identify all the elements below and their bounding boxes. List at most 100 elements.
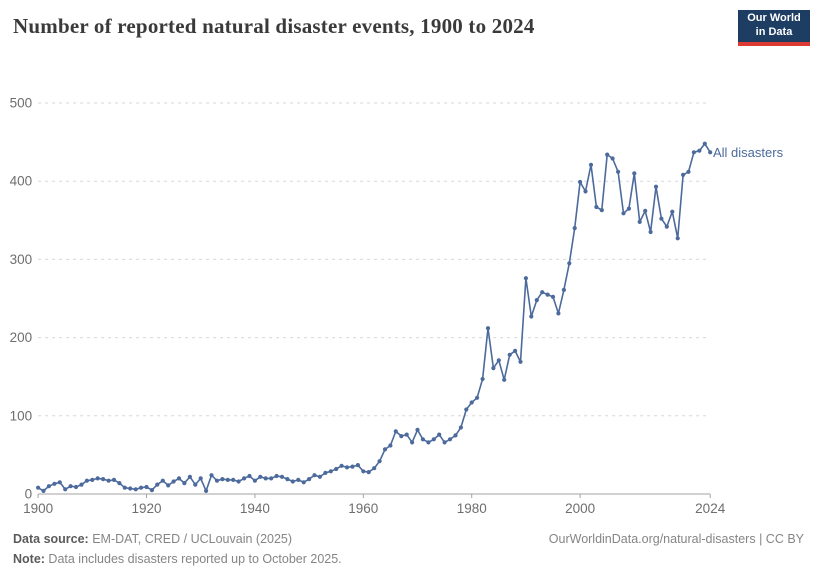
data-point[interactable]	[529, 314, 534, 319]
data-point[interactable]	[366, 470, 371, 475]
data-point[interactable]	[361, 469, 366, 474]
data-point[interactable]	[214, 478, 220, 483]
data-point[interactable]	[426, 440, 431, 445]
data-point[interactable]	[594, 204, 599, 210]
data-point[interactable]	[442, 440, 447, 445]
data-point[interactable]	[263, 476, 268, 481]
data-point[interactable]	[252, 478, 257, 483]
data-point[interactable]	[610, 156, 615, 161]
data-point[interactable]	[496, 358, 501, 363]
data-point[interactable]	[182, 481, 187, 486]
data-point[interactable]	[312, 473, 317, 478]
data-point[interactable]	[588, 162, 594, 167]
data-point[interactable]	[659, 216, 664, 221]
data-point[interactable]	[556, 311, 561, 316]
data-point[interactable]	[220, 477, 225, 482]
data-point[interactable]	[393, 429, 398, 434]
data-point[interactable]	[350, 464, 355, 469]
data-point[interactable]	[236, 479, 241, 484]
data-point[interactable]	[176, 476, 182, 481]
data-point[interactable]	[79, 482, 84, 487]
data-point[interactable]	[68, 484, 73, 489]
data-point[interactable]	[204, 488, 209, 493]
data-point[interactable]	[605, 152, 610, 157]
data-point[interactable]	[458, 425, 463, 430]
data-point[interactable]	[144, 484, 149, 490]
data-point[interactable]	[258, 474, 263, 479]
data-point[interactable]	[561, 287, 567, 292]
data-point[interactable]	[550, 294, 556, 299]
data-point[interactable]	[697, 148, 702, 153]
data-point[interactable]	[420, 437, 425, 442]
data-point[interactable]	[317, 474, 322, 479]
data-point[interactable]	[52, 481, 57, 486]
data-point[interactable]	[41, 488, 46, 493]
data-point[interactable]	[643, 208, 648, 213]
data-point[interactable]	[155, 482, 160, 487]
data-point[interactable]	[84, 478, 89, 483]
data-point[interactable]	[675, 236, 680, 241]
data-point[interactable]	[485, 326, 491, 331]
data-point[interactable]	[46, 484, 52, 489]
data-point[interactable]	[599, 208, 604, 213]
data-point[interactable]	[534, 298, 539, 303]
data-point[interactable]	[382, 447, 388, 452]
data-point[interactable]	[507, 352, 512, 357]
data-point[interactable]	[637, 219, 642, 224]
data-point[interactable]	[523, 276, 529, 281]
data-point[interactable]	[128, 486, 133, 491]
data-point[interactable]	[285, 477, 290, 482]
data-point[interactable]	[193, 482, 198, 487]
data-point[interactable]	[545, 292, 550, 297]
owid-url-link[interactable]: OurWorldinData.org/natural-disasters	[548, 532, 756, 546]
data-point[interactable]	[122, 485, 127, 490]
data-point[interactable]	[209, 473, 214, 478]
data-point[interactable]	[469, 400, 474, 405]
data-point[interactable]	[279, 474, 285, 479]
data-point[interactable]	[621, 211, 626, 216]
data-point[interactable]	[242, 476, 247, 481]
data-point[interactable]	[415, 427, 420, 432]
data-point[interactable]	[307, 477, 312, 482]
data-point[interactable]	[160, 478, 165, 483]
data-point[interactable]	[480, 376, 485, 382]
data-point[interactable]	[269, 476, 274, 481]
data-point[interactable]	[567, 261, 572, 266]
data-point[interactable]	[149, 488, 154, 493]
data-point[interactable]	[670, 209, 675, 214]
data-point[interactable]	[63, 487, 68, 492]
data-point[interactable]	[171, 479, 176, 484]
data-point[interactable]	[106, 478, 111, 483]
data-point[interactable]	[681, 172, 686, 177]
data-point[interactable]	[540, 290, 545, 295]
data-point[interactable]	[101, 477, 106, 482]
data-point[interactable]	[410, 440, 415, 445]
data-point[interactable]	[73, 484, 79, 490]
license-link[interactable]: CC BY	[765, 532, 804, 546]
data-point[interactable]	[117, 481, 122, 486]
data-point[interactable]	[372, 466, 377, 471]
data-point[interactable]	[57, 480, 62, 485]
data-point[interactable]	[133, 487, 138, 492]
data-point[interactable]	[648, 229, 653, 235]
data-point[interactable]	[702, 141, 707, 146]
data-point[interactable]	[664, 224, 669, 229]
data-point[interactable]	[691, 150, 697, 155]
data-point[interactable]	[95, 476, 100, 481]
data-point[interactable]	[187, 474, 192, 479]
data-point[interactable]	[616, 169, 621, 174]
data-point[interactable]	[290, 479, 295, 484]
data-point[interactable]	[334, 466, 339, 472]
data-point[interactable]	[404, 432, 409, 437]
data-point[interactable]	[399, 434, 404, 439]
data-point[interactable]	[344, 465, 350, 470]
data-point[interactable]	[578, 179, 583, 185]
data-point[interactable]	[339, 463, 344, 468]
data-point[interactable]	[632, 171, 637, 176]
data-point[interactable]	[377, 459, 382, 464]
data-point[interactable]	[513, 348, 518, 353]
data-point[interactable]	[502, 377, 507, 382]
data-point[interactable]	[708, 150, 713, 155]
data-point[interactable]	[225, 477, 230, 482]
data-point[interactable]	[388, 443, 393, 448]
